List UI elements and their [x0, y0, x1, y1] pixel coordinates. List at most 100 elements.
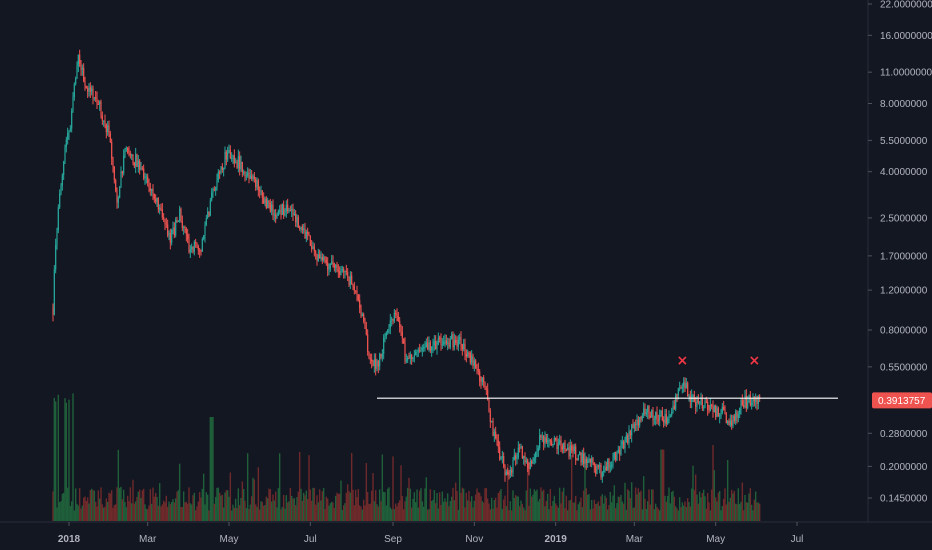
volume-bar [290, 495, 293, 521]
volume-bar [205, 492, 208, 521]
volume-bar [673, 496, 676, 521]
volume-bar [148, 505, 150, 521]
candle [495, 426, 497, 440]
price-axis[interactable]: 22.000000016.000000011.00000008.00000005… [867, 0, 932, 522]
volume-bar [197, 501, 200, 521]
candle-body [617, 449, 619, 453]
last-price-tag: 0.3913757 [872, 392, 932, 409]
candle-body [384, 335, 386, 338]
candle [491, 420, 493, 423]
candle [515, 452, 517, 466]
candle [417, 347, 419, 357]
candle [364, 317, 366, 329]
volume-bar [426, 509, 429, 521]
candle [463, 338, 465, 352]
candle-body [521, 446, 523, 459]
candle [365, 321, 367, 336]
candle [115, 178, 117, 193]
candle [579, 451, 581, 456]
candle-body [139, 160, 141, 170]
price-tick-label: 0.2800000 [880, 429, 928, 440]
volume-bar [605, 497, 608, 521]
candle-body [345, 270, 347, 273]
time-tick-label: Mar [139, 534, 157, 545]
price-tick-label: 5.5000000 [880, 136, 928, 147]
candle-body [241, 162, 243, 173]
volume-bar [457, 509, 460, 521]
volume-bar [460, 493, 462, 521]
candle-body [72, 97, 74, 111]
candle-body [153, 193, 155, 199]
volume-bar [453, 500, 456, 521]
candle-body [169, 233, 171, 243]
volume-bar [409, 488, 412, 521]
candle-body [221, 166, 223, 170]
volume-bar [446, 493, 449, 521]
time-axis[interactable]: 2018 Mar May Jul Sep Nov 2019 Mar May Jul [0, 521, 932, 545]
candle-body [111, 141, 113, 159]
candle [371, 353, 373, 369]
candle [628, 425, 630, 449]
candle [649, 411, 651, 419]
volume-bar [458, 447, 461, 521]
candle-body [552, 444, 554, 446]
candle-body [607, 459, 609, 471]
volume-bar [269, 489, 272, 521]
candle-body [524, 455, 526, 463]
candle-body [224, 152, 226, 169]
candle [535, 451, 537, 464]
candle [325, 256, 327, 266]
volume-bar [70, 501, 73, 521]
volume-bar [421, 501, 424, 521]
volume-bar [193, 492, 196, 521]
candle [452, 331, 454, 351]
volume-bar [649, 504, 652, 521]
volume-bar [157, 505, 160, 521]
volume-bar [142, 488, 145, 521]
candle [55, 238, 57, 274]
candle [572, 444, 574, 458]
volume-bar [188, 487, 190, 521]
volume-bar [578, 501, 581, 521]
candle-body [337, 270, 339, 272]
candle-body [159, 208, 161, 210]
candle-body [485, 388, 487, 390]
volume-bar [616, 503, 618, 521]
candle [512, 456, 514, 477]
candle-body [185, 228, 187, 235]
candle [268, 200, 270, 209]
volume-bar [170, 502, 173, 521]
candle-body [605, 466, 607, 471]
volume-bar [598, 505, 601, 521]
price-tick-label: 1.2000000 [880, 286, 928, 297]
volume-bar [424, 488, 426, 521]
candle-body [368, 351, 370, 359]
candle [376, 358, 378, 372]
volume-bar [85, 501, 88, 521]
volume-bar [476, 488, 478, 521]
candle-body [369, 358, 371, 360]
candle-body [751, 402, 753, 406]
candle [745, 389, 747, 412]
volume-bar [462, 488, 465, 521]
volume-bar [556, 505, 558, 521]
candle [616, 450, 618, 461]
candle-body [365, 328, 367, 335]
candle-body [668, 415, 670, 419]
volume-bar [512, 490, 514, 521]
candle-body [57, 207, 59, 231]
candle-body [561, 446, 563, 450]
candle-body [411, 354, 413, 360]
volume-bar [622, 503, 625, 521]
candle-body [179, 208, 181, 221]
volume-bar [274, 491, 277, 521]
candle-body [424, 347, 426, 349]
candle [152, 184, 154, 201]
candle-body [649, 415, 651, 418]
candle-body [613, 452, 615, 459]
candle [296, 214, 298, 228]
candle [271, 201, 273, 216]
candle-body [705, 401, 707, 403]
candle [160, 203, 162, 211]
